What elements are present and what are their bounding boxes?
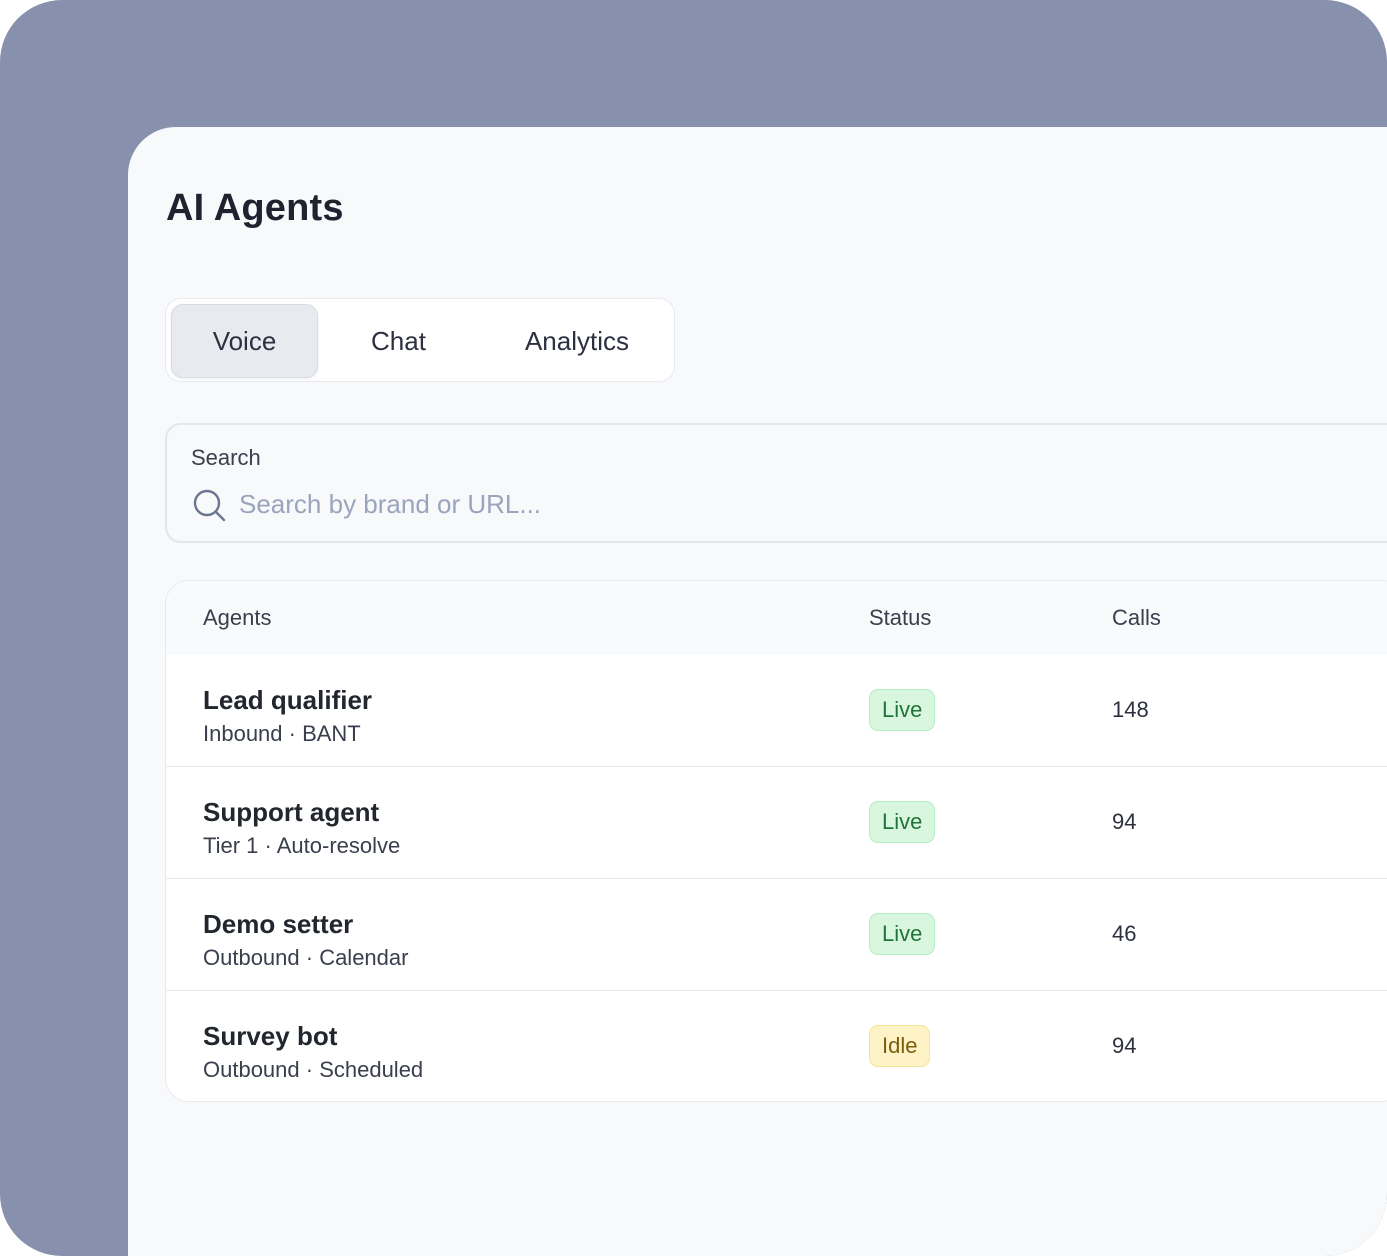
column-header-agents: Agents [203, 605, 272, 630]
column-header-status: Status [869, 605, 932, 630]
agent-name: Lead qualifier [203, 685, 373, 715]
status-badge: Live [869, 913, 936, 955]
search-label: Search [191, 445, 261, 470]
calls-count: 148 [1112, 697, 1149, 722]
tab-analytics[interactable]: Analytics [524, 325, 630, 356]
column-header-calls: Calls [1112, 605, 1161, 630]
table-header: Agents Status Calls [166, 581, 1387, 656]
table-row-support-agent[interactable]: Support agent Tier 1 · Auto-resolve Live… [166, 767, 1387, 879]
calls-count: 46 [1112, 921, 1137, 946]
agent-description: Tier 1 · Auto-resolve [203, 833, 401, 858]
agent-description: Inbound · BANT [203, 721, 361, 746]
agent-description: Outbound · Calendar [203, 945, 409, 970]
table-row-demo-setter[interactable]: Demo setter Outbound · Calendar Live 46 [166, 879, 1387, 991]
table-row-lead-qualifier[interactable]: Lead qualifier Inbound · BANT Live 148 [166, 655, 1387, 767]
table-row-survey-bot[interactable]: Survey bot Outbound · Scheduled Idle 94 [166, 991, 1387, 1101]
agent-name: Support agent [203, 797, 380, 827]
search-input[interactable] [239, 483, 939, 525]
agent-name: Survey bot [203, 1021, 338, 1051]
agent-description: Outbound · Scheduled [203, 1057, 424, 1082]
tab-voice[interactable]: Voice [171, 304, 318, 378]
agent-name: Demo setter [203, 909, 354, 939]
search-icon [193, 489, 226, 522]
status-badge: Live [869, 689, 936, 731]
agents-table: Agents Status Calls Lead qualifier Inbou… [165, 580, 1387, 1102]
calls-count: 94 [1112, 1033, 1137, 1058]
tab-bar: Voice Chat Analytics [165, 298, 675, 382]
tab-chat[interactable]: Chat [371, 325, 426, 356]
status-badge: Idle [869, 1025, 931, 1067]
calls-count: 94 [1112, 809, 1137, 834]
app-panel: AI Agents Voice Chat Analytics Search Ag… [128, 127, 1387, 1256]
search-box: Search [165, 423, 1387, 543]
status-badge: Live [869, 801, 936, 843]
page-title: AI Agents [166, 187, 344, 229]
